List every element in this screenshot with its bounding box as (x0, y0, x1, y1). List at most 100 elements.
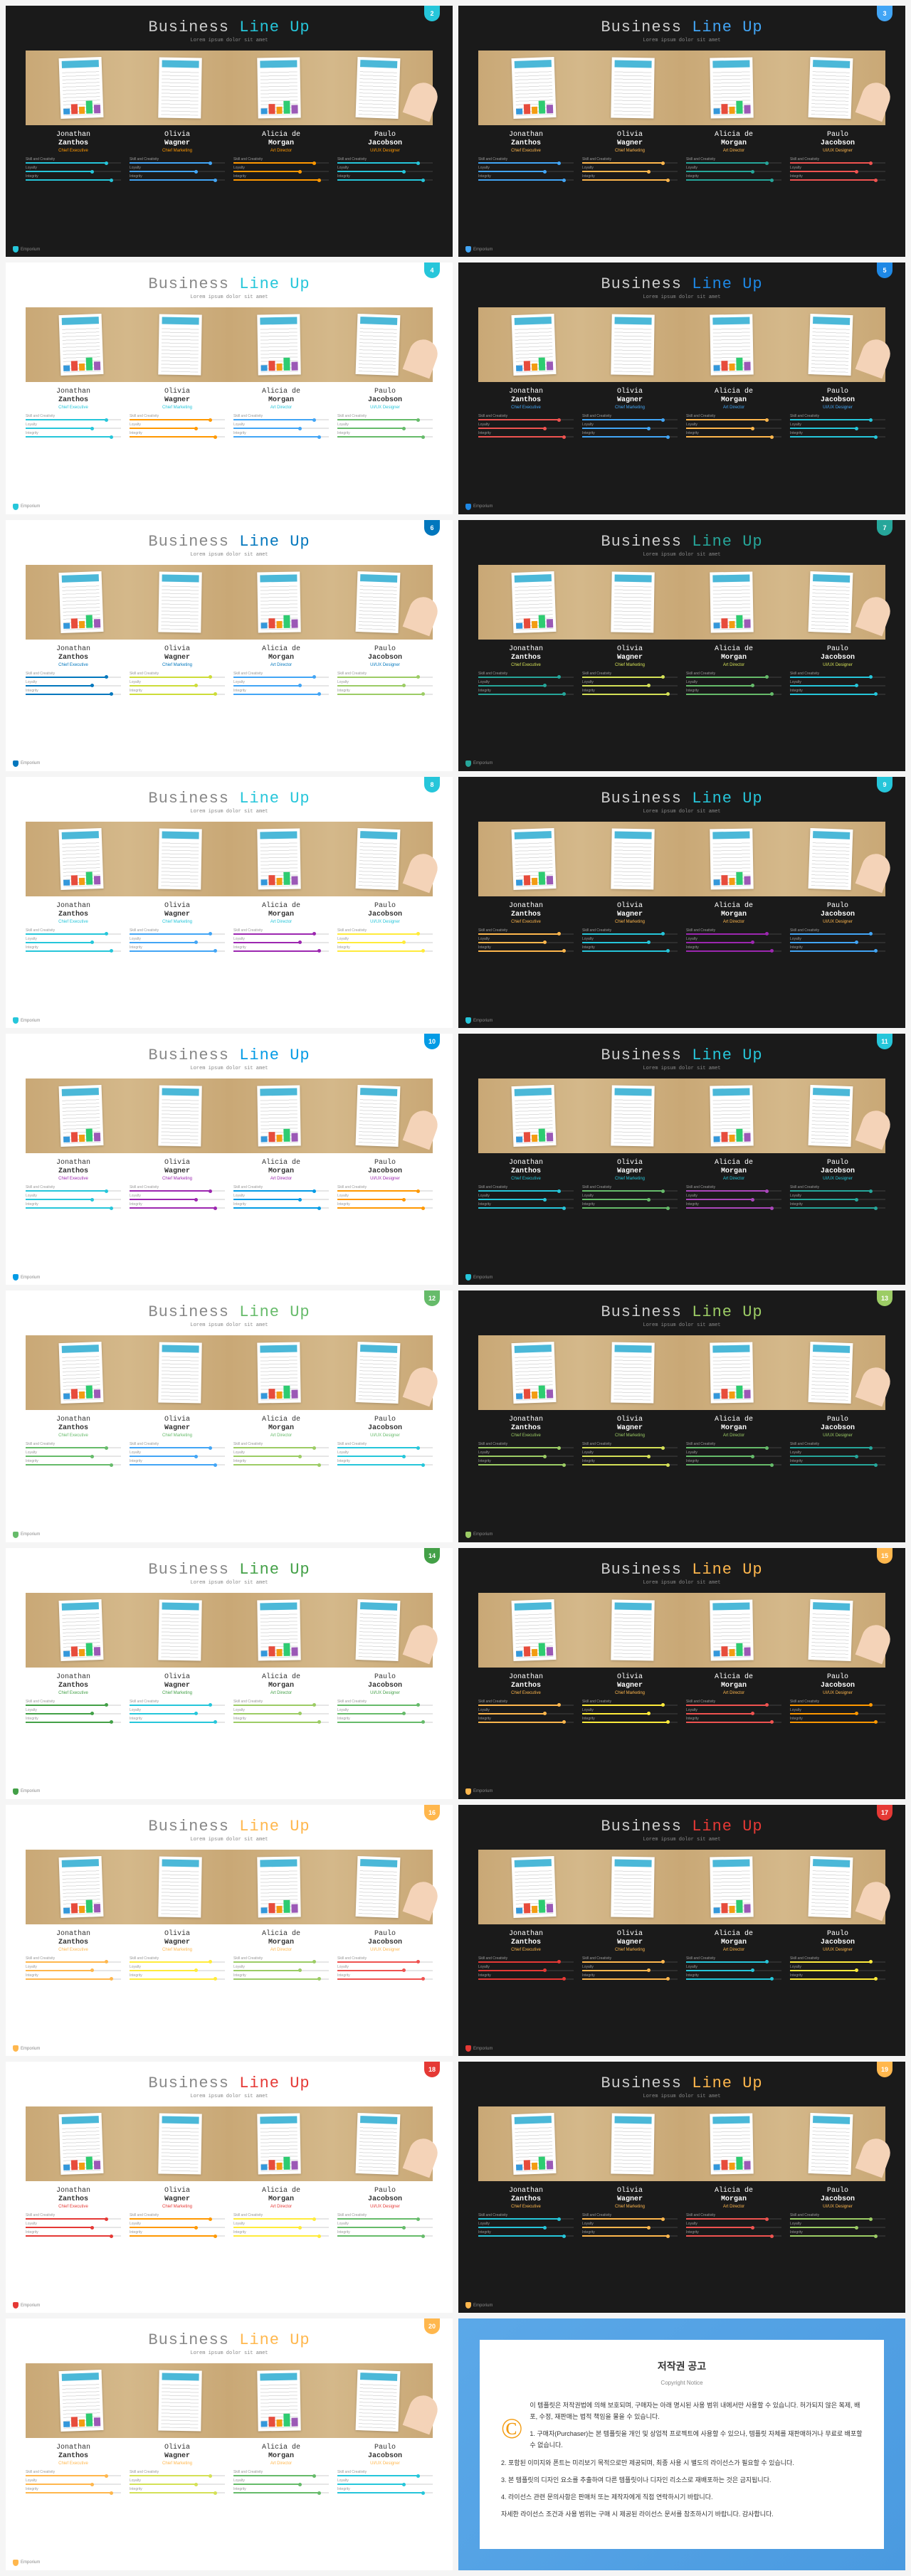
shield-icon (13, 1017, 19, 1024)
skill-bar-track (337, 1207, 433, 1209)
skill-bar-track (582, 1447, 678, 1448)
skill-row: Skill and Creativity (26, 2213, 121, 2220)
skill-bar-track (233, 950, 329, 952)
slide-footer: Emporium (13, 246, 40, 253)
skill-row: Integrity (233, 1202, 329, 1209)
skill-bar-fill (130, 1961, 211, 1963)
skill-row: Loyalty (686, 1708, 781, 1714)
person-name: OliviaWagner (130, 2444, 225, 2461)
skill-bar-track (130, 1199, 225, 1200)
skill-bar-track (130, 1456, 225, 1457)
person-name: Alicia deMorgan (686, 1416, 781, 1433)
skill-row: Integrity (233, 945, 329, 952)
skill-bar-track (233, 942, 329, 943)
skill-row: Skill and Creativity (582, 672, 678, 678)
slide-title: Business Line Up (26, 1046, 433, 1064)
skills-list: Skill and Creativity Loyalty Integrity (337, 2470, 433, 2493)
skill-bar-fill (686, 1978, 772, 1980)
doc-thumb (710, 1599, 753, 1660)
person-role: Chief Executive (26, 1948, 121, 1952)
skill-bar-track (582, 162, 678, 164)
skill-bar-fill (130, 1705, 211, 1706)
skill-bar-track (686, 942, 781, 943)
skill-bar-fill (130, 1199, 196, 1200)
shield-icon (465, 1788, 471, 1795)
doc-thumb (257, 2113, 300, 2174)
skill-bar-track (130, 1978, 225, 1980)
hand-graphic (855, 1107, 895, 1150)
skill-row: Loyalty (478, 1194, 574, 1200)
skill-bar-fill (582, 162, 663, 164)
person-name: PauloJacobson (790, 1673, 885, 1690)
skill-label: Integrity (233, 431, 329, 435)
person-role: UI/UX Designer (790, 406, 885, 410)
skill-bar-fill (337, 933, 418, 935)
people-grid: JonathanZanthos Chief Executive Skill an… (478, 1416, 885, 1468)
person-card: JonathanZanthos Chief Executive Skill an… (26, 902, 121, 954)
person-role: Chief Executive (478, 2205, 574, 2209)
person-name: JonathanZanthos (478, 1159, 574, 1176)
doc-thumb (355, 314, 400, 376)
skill-bar-fill (686, 179, 772, 181)
skill-bar-track (233, 1705, 329, 1706)
skill-row: Loyalty (582, 937, 678, 943)
slide-number-badge: 15 (877, 1548, 892, 1564)
skill-label: Loyalty (478, 1451, 574, 1455)
slide-title: Business Line Up (26, 533, 433, 551)
slide-title: Business Line Up (478, 790, 885, 807)
skill-label: Integrity (790, 431, 885, 435)
skill-row: Loyalty (686, 1451, 781, 1457)
slide-subtitle: Lorem ipsum dolor sit amet (26, 552, 433, 558)
person-role: Chief Marketing (582, 1691, 678, 1695)
skill-label: Integrity (790, 1973, 885, 1978)
shield-icon (465, 1274, 471, 1281)
skill-row: Skill and Creativity (686, 1185, 781, 1192)
skill-bar-fill (26, 2492, 112, 2493)
skill-row: Integrity (337, 2230, 433, 2237)
skill-bar-track (26, 436, 121, 438)
skill-bar-track (686, 1447, 781, 1448)
skill-bar-fill (582, 1705, 663, 1706)
skill-row: Integrity (233, 2230, 329, 2237)
person-card: OliviaWagner Chief Marketing Skill and C… (582, 2187, 678, 2239)
skills-list: Skill and Creativity Loyalty Integrity (686, 414, 781, 438)
person-role: Art Director (686, 2205, 781, 2209)
people-grid: JonathanZanthos Chief Executive Skill an… (26, 131, 433, 183)
people-grid: JonathanZanthos Chief Executive Skill an… (478, 131, 885, 183)
person-name: Alicia deMorgan (233, 1159, 329, 1176)
person-card: OliviaWagner Chief Marketing Skill and C… (130, 388, 225, 440)
skills-list: Skill and Creativity Loyalty Integrity (26, 2213, 121, 2237)
skill-label: Integrity (582, 2230, 678, 2235)
skill-label: Loyalty (478, 1194, 574, 1198)
skill-bar-fill (26, 685, 93, 687)
slide-title: Business Line Up (478, 1818, 885, 1835)
doc-thumb (355, 1342, 400, 1404)
slide: 14 Business Line Up Lorem ipsum dolor si… (6, 1548, 453, 1799)
skill-bar-fill (478, 1970, 545, 1971)
skill-label: Integrity (790, 174, 885, 179)
skill-row: Loyalty (130, 937, 225, 943)
skill-bar-fill (337, 428, 404, 429)
skill-row: Integrity (790, 2230, 885, 2237)
skill-label: Loyalty (790, 423, 885, 427)
skill-bar-fill (582, 436, 668, 438)
skill-label: Integrity (233, 945, 329, 950)
person-name: OliviaWagner (130, 1159, 225, 1176)
person-role: Chief Marketing (582, 406, 678, 410)
skill-bar-fill (582, 694, 668, 695)
skill-row: Integrity (790, 431, 885, 438)
skill-bar-track (337, 2218, 433, 2220)
skill-bar-track (790, 950, 885, 952)
skills-list: Skill and Creativity Loyalty Integrity (790, 157, 885, 181)
person-role: Chief Marketing (130, 406, 225, 410)
skill-bar-fill (233, 1207, 320, 1209)
skill-row: Integrity (26, 174, 121, 181)
skill-row: Skill and Creativity (233, 1442, 329, 1448)
person-role: Chief Marketing (130, 1691, 225, 1695)
skill-bar-track (686, 2235, 781, 2237)
slide-number-badge: 12 (424, 1290, 440, 1306)
skill-label: Loyalty (233, 2479, 329, 2483)
person-role: Art Director (233, 2461, 329, 2466)
skill-row: Loyalty (26, 1965, 121, 1971)
skill-label: Integrity (26, 1717, 121, 1721)
